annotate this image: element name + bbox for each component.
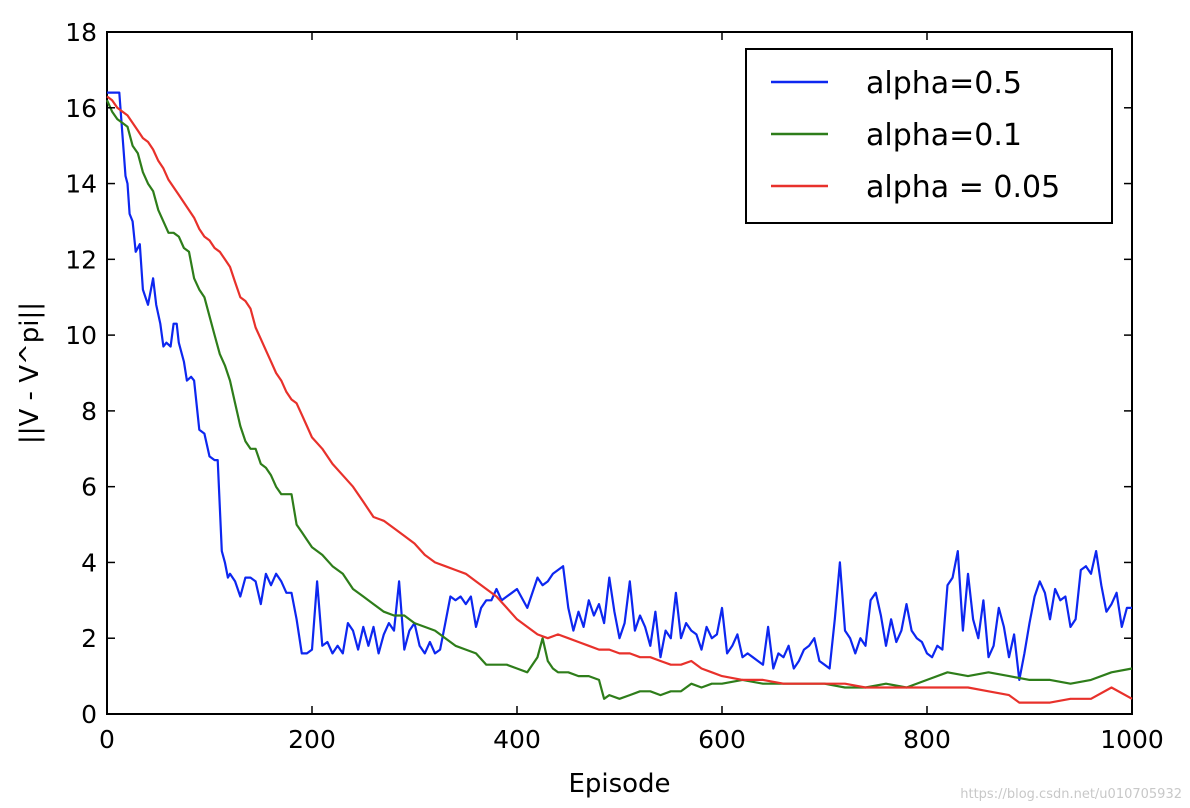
y-tick-label: 12 xyxy=(65,245,97,274)
x-tick-label: 800 xyxy=(903,725,951,754)
axis-ticks: 0 200 400 600 800 1000 0 2 4 6 8 10 12 14 16 18 xyxy=(65,18,1164,754)
y-tick-label: 10 xyxy=(65,321,97,350)
legend-label-3: alpha = 0.05 xyxy=(866,170,1060,205)
y-tick-label: 8 xyxy=(81,397,97,426)
plot-area xyxy=(106,31,1133,715)
legend-box xyxy=(745,48,1113,224)
series-line-1 xyxy=(107,91,1132,682)
legend: alpha=0.5 alpha=0.1 alpha = 0.05 xyxy=(745,48,1113,224)
x-tick-label: 200 xyxy=(288,725,336,754)
y-tick-label: 4 xyxy=(81,548,97,577)
series-line-3 xyxy=(106,95,1133,704)
y-tick-label: 6 xyxy=(81,473,97,502)
legend-label-1: alpha=0.5 xyxy=(866,66,1022,101)
y-tick-label: 16 xyxy=(65,94,97,123)
x-tick-label: 400 xyxy=(493,725,541,754)
y-tick-label: 0 xyxy=(81,700,97,729)
y-tick-label: 14 xyxy=(65,170,97,199)
y-axis-label: ||V - V^pi|| xyxy=(15,302,45,444)
series-group xyxy=(105,91,1133,704)
x-tick-label: 1000 xyxy=(1100,725,1164,754)
x-axis-label: Episode xyxy=(568,769,670,799)
y-tick-label: 2 xyxy=(81,624,97,653)
x-tick-label: 600 xyxy=(698,725,746,754)
watermark: https://blog.csdn.net/u010705932 xyxy=(960,787,1182,802)
x-tick-label: 0 xyxy=(99,725,115,754)
legend-label-2: alpha=0.1 xyxy=(866,118,1022,153)
y-tick-label: 18 xyxy=(65,18,97,47)
